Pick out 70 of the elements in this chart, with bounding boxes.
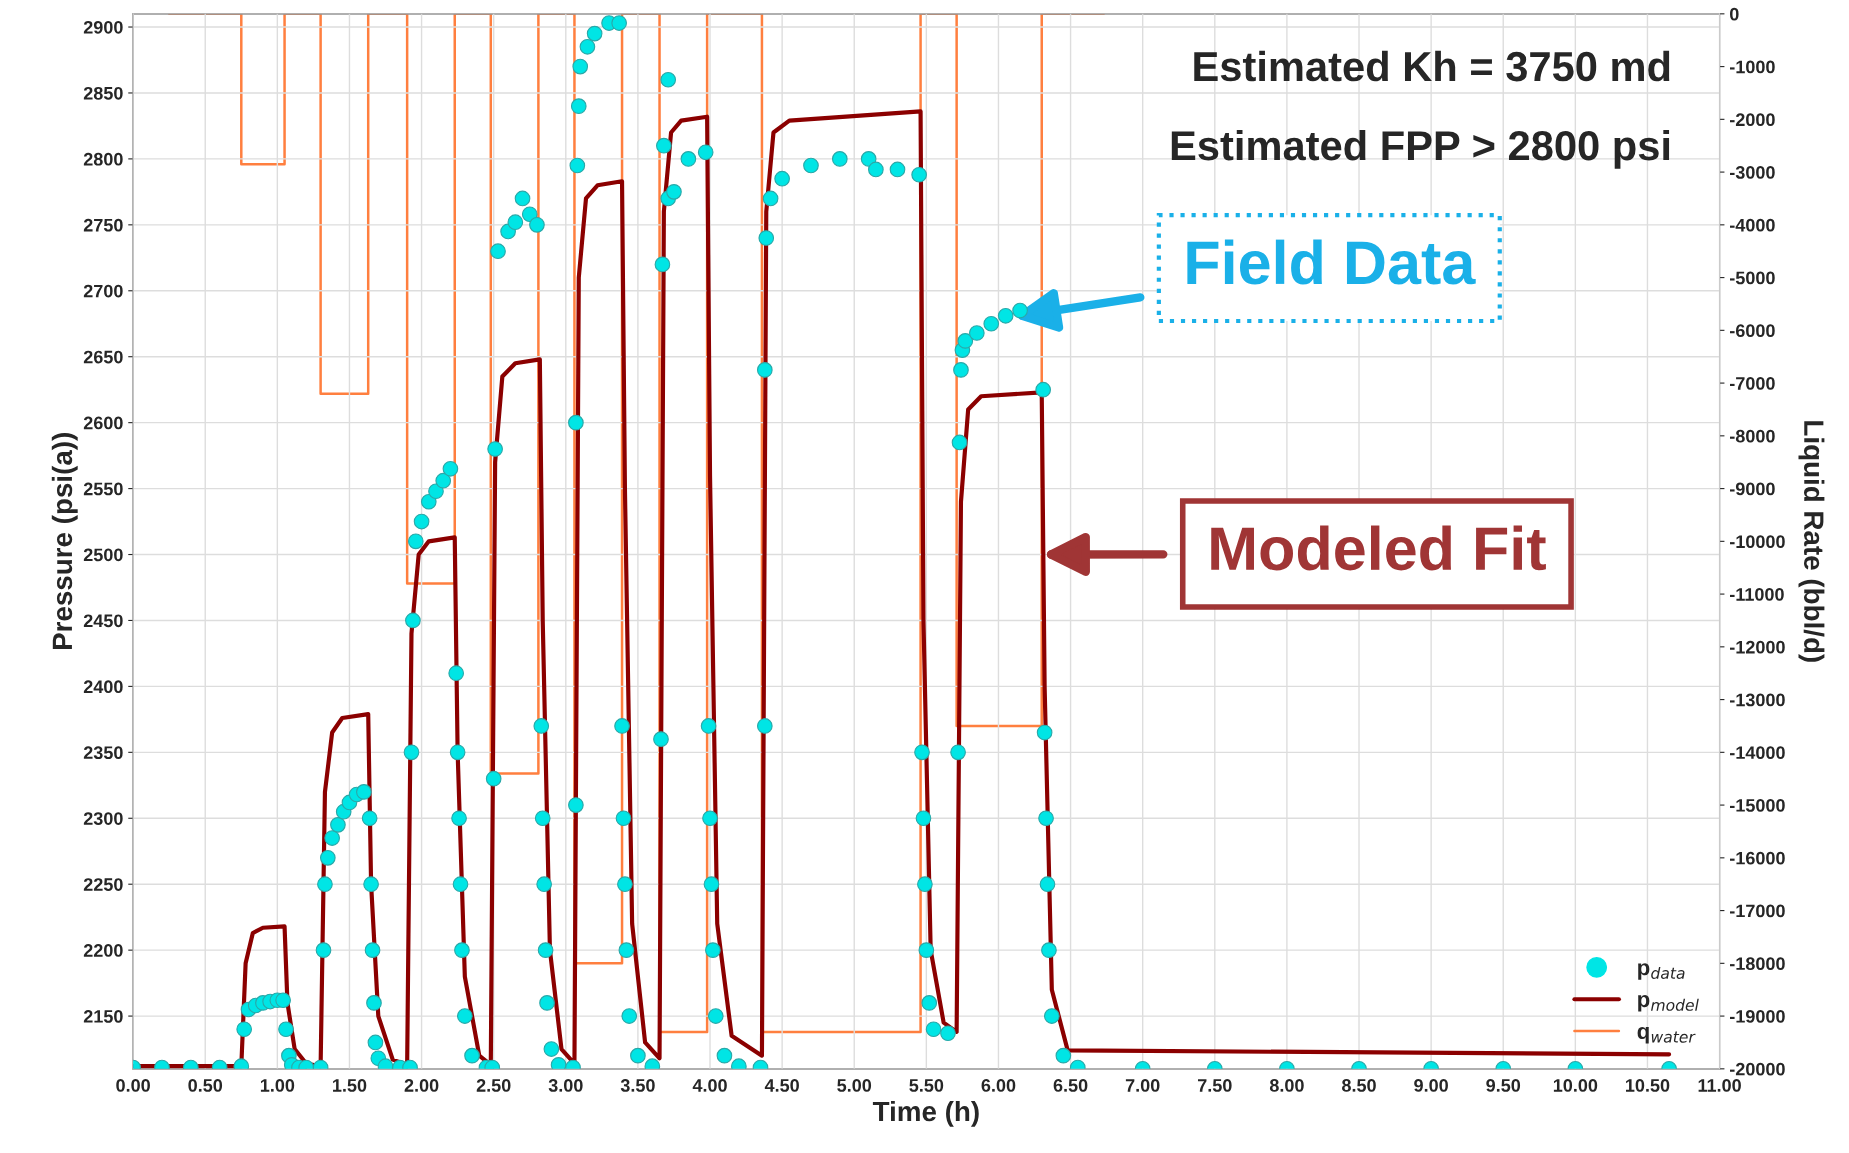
y2-axis-title: Liquid Rate (bbl/d) [1798,421,1825,662]
y2-tick-label: -8000 [1730,429,1775,443]
y-tick-label: 2650 [83,350,123,364]
y-tick-label: 2400 [83,680,123,694]
y2-tick-label: -6000 [1730,324,1775,338]
y-tick-label: 2850 [83,86,123,100]
y-axis-title: Pressure (psi(a)) [51,433,78,650]
y2-tick-label: -15000 [1730,799,1785,812]
annotation: Estimated Kh = 3750 md [1194,50,1670,82]
x-tick-label: 6.50 [1053,1079,1088,1092]
y2-tick-label: -7000 [1730,377,1775,390]
y2-tick-label: -3000 [1730,166,1775,179]
x-tick-label: 4.50 [764,1079,799,1092]
y-tick-label: 2700 [83,284,123,298]
y-tick-label: 2750 [83,218,123,232]
y2-tick-label: -10000 [1730,535,1785,549]
x-axis-title: Time (h) [872,1100,979,1127]
annotation: Field Data [1187,239,1476,285]
y-tick-label: 2200 [83,944,123,957]
x-tick-label: 5.00 [837,1079,872,1092]
y2-tick-label: -16000 [1730,851,1785,865]
y2-tick-label: -1000 [1730,60,1775,74]
x-tick-label: 0.50 [188,1079,223,1092]
legend-label: p$_{data}$ [1638,963,1685,980]
x-tick-label: 6.00 [981,1079,1016,1092]
x-tick-label: 9.00 [1414,1079,1448,1092]
y2-tick-label: -9000 [1730,482,1775,496]
x-tick-label: 10.00 [1553,1079,1598,1092]
y-tick-label: 2250 [83,878,123,891]
y-tick-label: 2600 [83,416,123,430]
y2-tick-label: -18000 [1730,957,1785,971]
annotation: Modeled Fit [1211,525,1546,571]
y-tick-label: 2900 [83,20,123,34]
y2-tick-label: -4000 [1730,218,1775,232]
y-tick-label: 2300 [83,812,123,826]
x-tick-label: 2.00 [404,1079,439,1092]
x-tick-label: 7.00 [1125,1079,1160,1092]
y2-tick-label: -2000 [1730,113,1775,127]
y2-tick-label: -19000 [1730,1010,1785,1023]
y2-tick-label: -5000 [1730,271,1775,285]
y-tick-label: 2150 [83,1010,123,1023]
y2-tick-label: -11000 [1730,588,1784,601]
legend-label: p$_{model}$ [1638,995,1699,1012]
x-tick-label: 11.00 [1698,1079,1741,1092]
x-tick-label: 5.50 [909,1079,944,1092]
x-tick-label: 2.50 [476,1079,511,1092]
annotation: Estimated FPP > 2800 psi [1171,129,1670,169]
x-tick-label: 4.00 [692,1079,727,1092]
y-tick-label: 2500 [83,548,123,562]
x-tick-label: 3.00 [548,1079,583,1092]
y-tick-label: 2450 [83,614,123,628]
y-tick-label: 2550 [83,482,123,496]
x-tick-label: 1.50 [333,1079,367,1092]
x-tick-label: 9.50 [1486,1079,1521,1092]
y2-tick-label: -12000 [1730,640,1785,654]
x-tick-label: 1.00 [260,1079,295,1092]
y2-tick-label: -17000 [1730,904,1785,918]
x-tick-label: 7.50 [1198,1079,1232,1092]
y-tick-label: 2350 [83,746,123,760]
y2-tick-label: -20000 [1730,1062,1785,1076]
x-tick-label: 3.50 [620,1079,655,1092]
x-tick-label: 8.00 [1269,1079,1304,1092]
y2-tick-label: 0 [1730,7,1739,21]
y2-tick-label: -13000 [1730,693,1785,707]
x-tick-label: 8.50 [1342,1079,1376,1092]
x-tick-label: 10.50 [1626,1079,1670,1092]
y-tick-label: 2800 [83,152,123,166]
legend-label: q$_{water}$ [1637,1026,1696,1044]
y2-tick-label: -14000 [1730,746,1785,760]
x-tick-label: 0.00 [116,1079,150,1092]
